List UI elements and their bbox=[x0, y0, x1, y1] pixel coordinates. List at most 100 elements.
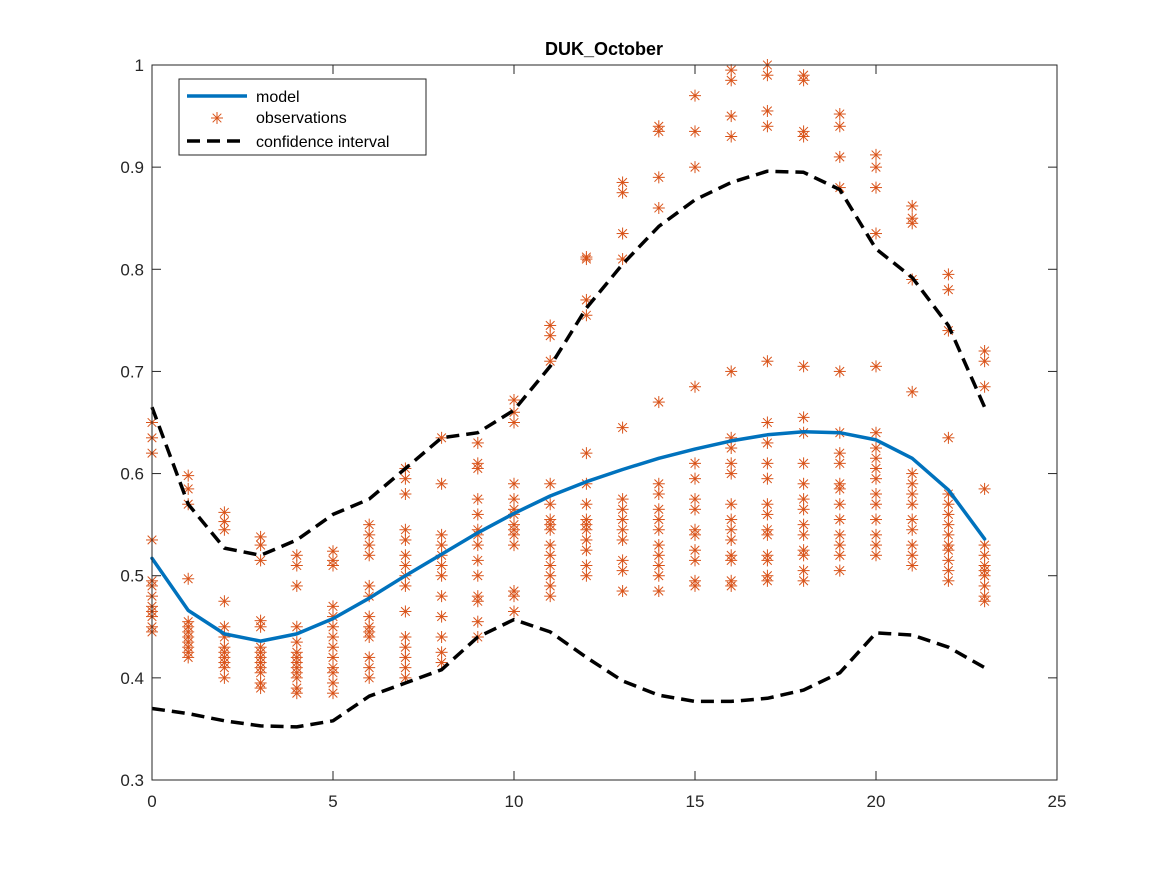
observation-point bbox=[725, 457, 738, 470]
observation-point bbox=[544, 569, 557, 582]
observation-point bbox=[616, 564, 629, 577]
model-line bbox=[150, 429, 987, 643]
observation-point bbox=[833, 528, 846, 541]
observation-point bbox=[544, 498, 557, 511]
observation-point bbox=[870, 498, 882, 511]
observation-point bbox=[508, 416, 520, 429]
observation-point bbox=[435, 559, 448, 572]
observation-point bbox=[797, 125, 810, 138]
observation-point bbox=[544, 539, 557, 552]
observation-point bbox=[942, 431, 955, 444]
observation-point bbox=[616, 186, 629, 199]
legend: model observations confidence interval bbox=[178, 78, 427, 156]
observation-point bbox=[906, 513, 919, 526]
observation-point bbox=[471, 436, 484, 449]
observation-point bbox=[870, 452, 882, 465]
observation-point bbox=[870, 513, 882, 526]
observation-point bbox=[797, 518, 810, 531]
observation-point bbox=[906, 212, 919, 225]
legend-box bbox=[178, 78, 427, 156]
observation-point bbox=[580, 498, 593, 511]
observation-point bbox=[399, 523, 412, 536]
observation-point bbox=[580, 559, 593, 572]
observation-point bbox=[290, 682, 303, 695]
observation-point bbox=[399, 472, 412, 485]
observation-point bbox=[906, 385, 919, 398]
observation-point bbox=[435, 569, 448, 582]
observation-point bbox=[399, 631, 412, 643]
observation-point bbox=[218, 506, 231, 519]
observation-point bbox=[978, 345, 991, 357]
observation-point bbox=[616, 533, 629, 546]
observation-point bbox=[652, 539, 665, 552]
observation-point bbox=[942, 574, 955, 587]
observation-point bbox=[870, 426, 882, 439]
observation-point bbox=[942, 283, 955, 296]
observation-point bbox=[471, 493, 484, 506]
observation-point bbox=[616, 513, 629, 526]
observation-point bbox=[689, 125, 701, 138]
observation-point bbox=[363, 528, 376, 541]
observation-point bbox=[870, 549, 882, 562]
observation-point bbox=[616, 176, 629, 189]
observation-point bbox=[978, 549, 991, 562]
observation-point bbox=[580, 569, 593, 582]
observation-point bbox=[761, 508, 774, 521]
observation-point bbox=[363, 661, 376, 674]
observation-point bbox=[254, 676, 267, 689]
observation-point bbox=[652, 503, 665, 516]
legend-label-observations: observations bbox=[256, 110, 347, 127]
observation-point bbox=[327, 631, 339, 643]
observation-point bbox=[254, 641, 267, 654]
observation-point bbox=[616, 227, 629, 240]
confidence-lower-line bbox=[151, 617, 986, 729]
observation-point bbox=[761, 436, 774, 449]
y-tick-label: 0.9 bbox=[120, 158, 144, 177]
observation-point bbox=[689, 161, 701, 174]
observation-point bbox=[689, 523, 701, 536]
observation-point bbox=[327, 641, 339, 654]
observation-point bbox=[544, 549, 557, 562]
chart-title: DUK_October bbox=[545, 39, 663, 59]
confidence-upper-line bbox=[150, 169, 987, 558]
observation-point bbox=[797, 528, 810, 541]
axes-box bbox=[151, 64, 1058, 781]
observation-point bbox=[471, 457, 484, 470]
observation-point bbox=[363, 539, 376, 552]
observation-point bbox=[833, 150, 846, 163]
observation-point bbox=[508, 605, 520, 618]
x-tick-label: 10 bbox=[505, 792, 524, 811]
observation-point bbox=[725, 574, 738, 587]
observation-point bbox=[363, 620, 376, 633]
observation-point bbox=[906, 467, 919, 480]
observation-point bbox=[544, 329, 557, 342]
observation-point bbox=[689, 89, 701, 102]
observation-point bbox=[290, 549, 303, 562]
observation-point bbox=[182, 615, 195, 628]
observation-point bbox=[942, 564, 955, 577]
observation-point bbox=[435, 539, 448, 552]
observation-point bbox=[616, 493, 629, 506]
observation-point bbox=[870, 462, 882, 475]
observation-point bbox=[652, 488, 665, 500]
observation-point bbox=[544, 477, 557, 490]
observation-point bbox=[544, 590, 557, 603]
observation-point bbox=[725, 549, 738, 562]
observation-point bbox=[978, 482, 991, 495]
observation-point bbox=[399, 605, 412, 618]
observation-point bbox=[725, 64, 738, 77]
observation-point bbox=[544, 579, 557, 592]
observation-point bbox=[435, 477, 448, 490]
observation-point bbox=[797, 564, 810, 577]
observation-point bbox=[327, 600, 339, 613]
observation-point bbox=[471, 590, 484, 603]
observation-point bbox=[761, 498, 774, 511]
observation-point bbox=[906, 477, 919, 490]
x-tick-label: 15 bbox=[686, 792, 705, 811]
y-tick-label: 0.5 bbox=[120, 567, 144, 586]
observation-point bbox=[833, 365, 846, 378]
observation-point bbox=[797, 493, 810, 506]
observation-point bbox=[725, 523, 738, 536]
observation-point bbox=[652, 569, 665, 582]
